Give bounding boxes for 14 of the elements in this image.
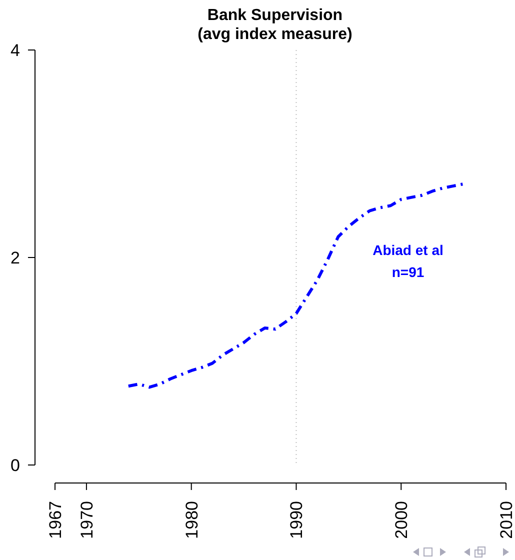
x-tick-label: 1990 <box>287 501 306 539</box>
chart-subtitle: (avg index measure) <box>198 26 352 43</box>
y-tick-label: 2 <box>10 248 20 268</box>
annotation: n=91 <box>392 264 424 280</box>
series-label: Abiad et al <box>372 242 444 258</box>
y-tick-label: 0 <box>10 456 20 475</box>
x-tick-label: 1970 <box>77 501 96 539</box>
chart-title: Bank Supervision <box>207 7 343 24</box>
line-series <box>126 182 466 389</box>
x-tick-label: 2000 <box>392 501 412 539</box>
y-tick-label: 4 <box>10 40 20 60</box>
x-tick-label: 1980 <box>182 501 202 539</box>
x-tick-label: 2010 <box>496 501 515 539</box>
x-tick-label: 1967 <box>46 501 65 539</box>
